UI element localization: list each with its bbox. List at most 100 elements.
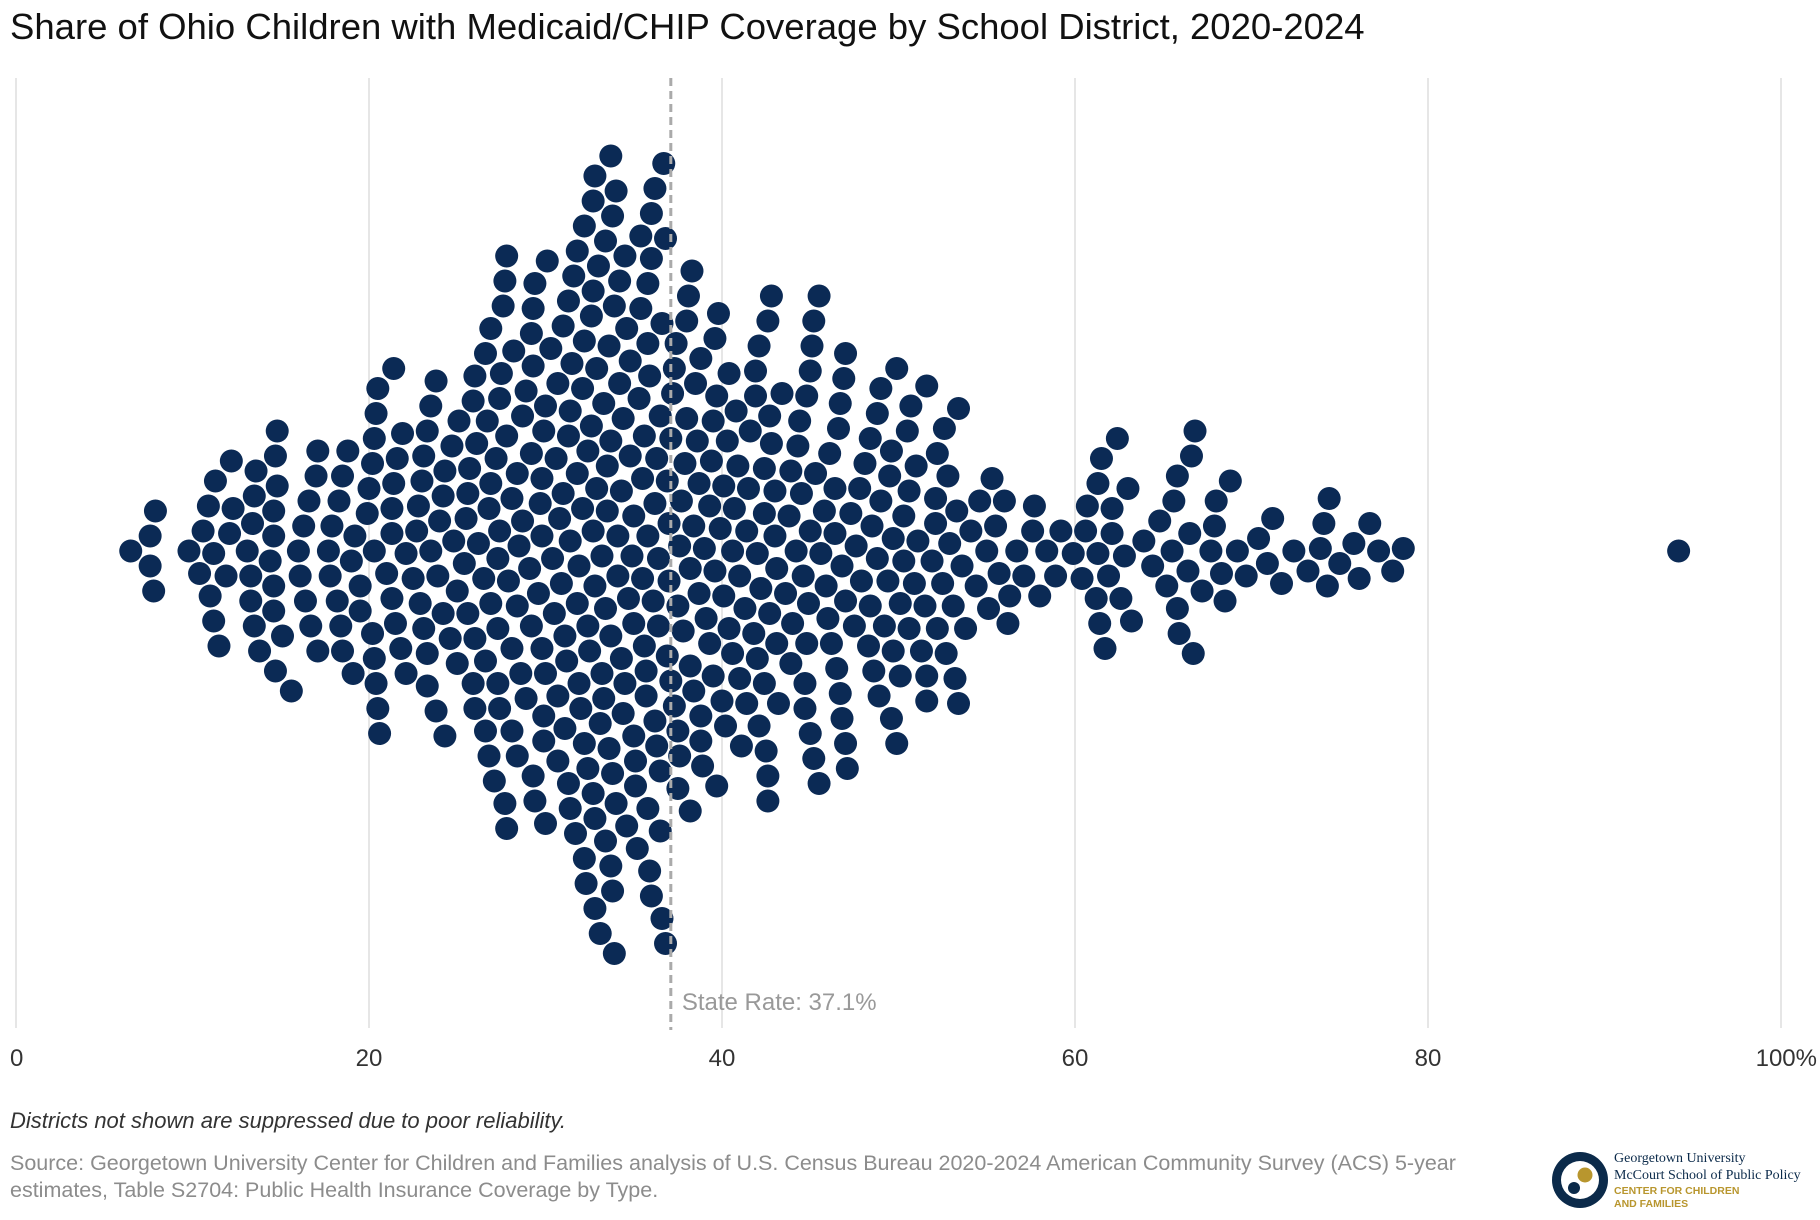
district-dot bbox=[609, 479, 633, 503]
district-dot bbox=[579, 414, 603, 438]
district-dot bbox=[479, 317, 503, 340]
district-dot bbox=[581, 189, 605, 213]
district-dot bbox=[316, 539, 340, 563]
district-dot bbox=[738, 419, 762, 443]
x-tick-label-60: 60 bbox=[1062, 1045, 1089, 1072]
district-dot bbox=[571, 497, 595, 520]
district-dot bbox=[717, 362, 741, 385]
district-dot bbox=[608, 269, 632, 293]
district-dot bbox=[1190, 579, 1214, 603]
district-dot bbox=[869, 377, 893, 400]
district-dot bbox=[830, 554, 854, 578]
district-dot bbox=[560, 352, 584, 375]
district-dot bbox=[1119, 609, 1143, 633]
district-dot bbox=[408, 592, 432, 615]
district-dot bbox=[881, 527, 905, 550]
district-dot bbox=[689, 704, 713, 728]
district-dot bbox=[839, 502, 863, 525]
district-dot bbox=[793, 697, 817, 720]
district-dot bbox=[320, 514, 344, 538]
district-dot bbox=[534, 662, 557, 685]
district-dot bbox=[1165, 597, 1189, 620]
district-dot bbox=[1199, 539, 1223, 563]
district-dot bbox=[828, 682, 852, 705]
district-dot bbox=[1218, 469, 1242, 493]
district-dot bbox=[493, 269, 517, 293]
district-dot bbox=[521, 764, 545, 788]
district-dot bbox=[528, 492, 552, 515]
district-dot bbox=[546, 749, 570, 773]
x-tick-label-80: 80 bbox=[1415, 1045, 1442, 1072]
district-dot bbox=[202, 609, 226, 633]
district-dot bbox=[401, 567, 425, 590]
district-dot bbox=[362, 647, 386, 670]
district-dot bbox=[765, 557, 789, 580]
district-dot bbox=[242, 484, 266, 508]
district-dot bbox=[1022, 494, 1046, 518]
district-dot bbox=[692, 537, 716, 560]
district-dot bbox=[454, 507, 478, 530]
district-dot bbox=[645, 447, 669, 470]
district-dot bbox=[909, 639, 933, 663]
district-dot bbox=[897, 479, 921, 503]
district-dot bbox=[629, 224, 653, 248]
district-dot bbox=[879, 707, 903, 730]
district-dot bbox=[936, 464, 960, 488]
district-dot bbox=[865, 402, 889, 425]
district-dot bbox=[239, 564, 263, 588]
district-dot bbox=[819, 632, 843, 655]
district-dot bbox=[288, 564, 312, 588]
district-dot bbox=[1282, 539, 1306, 563]
district-dot bbox=[1021, 519, 1045, 543]
district-dot bbox=[602, 942, 626, 965]
district-dot bbox=[777, 504, 801, 528]
district-dot bbox=[1089, 447, 1113, 470]
district-dot bbox=[1176, 559, 1200, 583]
district-dot bbox=[426, 564, 450, 588]
district-dot bbox=[604, 179, 628, 203]
district-dot bbox=[791, 564, 815, 588]
district-dot bbox=[834, 342, 858, 365]
district-dot bbox=[860, 514, 884, 538]
district-dot bbox=[895, 419, 919, 443]
district-dot bbox=[304, 464, 328, 488]
district-dot bbox=[902, 572, 926, 595]
district-dot bbox=[736, 477, 760, 500]
district-dot bbox=[830, 707, 854, 730]
district-dot bbox=[567, 554, 591, 578]
district-dot bbox=[548, 507, 572, 530]
district-dot bbox=[671, 619, 695, 643]
district-dot bbox=[601, 204, 625, 228]
district-dot bbox=[666, 719, 690, 743]
district-dot bbox=[1084, 587, 1108, 610]
district-dot bbox=[643, 709, 667, 733]
district-dot bbox=[618, 349, 642, 373]
district-dot bbox=[526, 582, 550, 605]
district-dot bbox=[1162, 489, 1186, 513]
district-dot bbox=[758, 404, 782, 428]
district-dot bbox=[343, 524, 367, 548]
district-dot bbox=[662, 694, 686, 718]
district-dot bbox=[812, 499, 836, 523]
district-dot bbox=[433, 459, 457, 483]
district-dot bbox=[807, 284, 831, 308]
district-dot bbox=[684, 372, 708, 395]
district-dot bbox=[191, 519, 215, 543]
district-dot bbox=[306, 439, 330, 463]
district-dot bbox=[590, 662, 614, 685]
district-dot bbox=[572, 847, 596, 870]
district-dot bbox=[779, 459, 803, 483]
district-dot bbox=[1070, 567, 1094, 590]
district-dot bbox=[654, 932, 678, 955]
source-note: Source: Georgetown University Center for… bbox=[10, 1151, 1456, 1202]
logo-mark-icon bbox=[1552, 1152, 1608, 1208]
district-dot bbox=[763, 479, 787, 503]
district-dot bbox=[615, 814, 639, 838]
district-dot bbox=[659, 427, 683, 450]
district-dot bbox=[362, 427, 386, 450]
district-dot bbox=[546, 684, 570, 708]
district-dot bbox=[551, 314, 575, 338]
district-dot bbox=[530, 637, 554, 660]
district-dot bbox=[643, 492, 667, 515]
district-dot bbox=[920, 549, 944, 573]
